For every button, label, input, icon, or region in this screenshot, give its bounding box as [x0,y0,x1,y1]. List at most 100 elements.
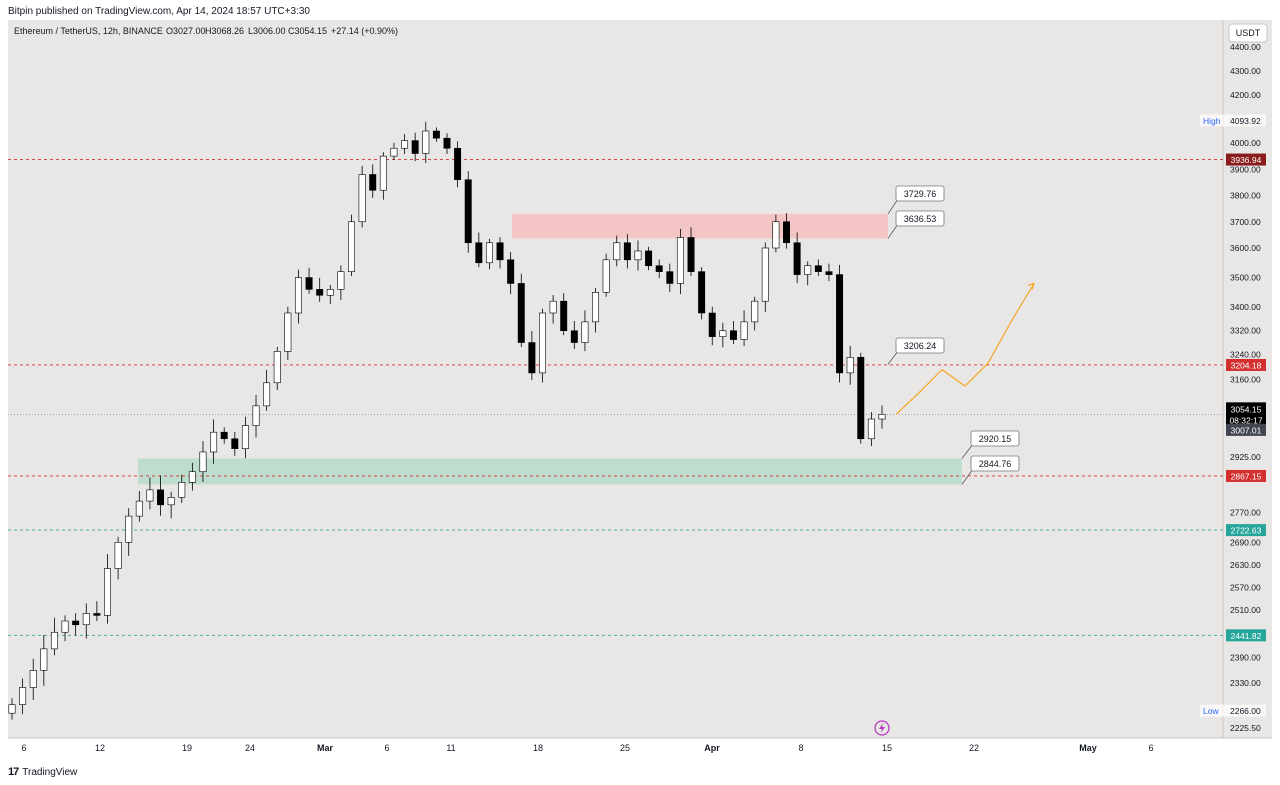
level-badge-label: 2441.82 [1231,631,1262,641]
candle-body [517,283,525,343]
candle-body [592,292,600,323]
candle-body [284,312,292,352]
price-tick-label: 3160.00 [1230,374,1261,384]
candle-body [443,137,451,149]
currency-button[interactable]: USDT [1228,23,1268,43]
candle-body [50,631,58,650]
footer-brand: TradingView [22,766,78,778]
price-tick-label: 3240.00 [1230,349,1261,359]
projection-path [895,283,1035,415]
price-tick-label: 2510.00 [1230,605,1261,615]
candle-body [157,489,165,506]
candle-body [220,431,228,440]
price-tick-label: 3600.00 [1230,243,1261,253]
candle-body [666,271,674,284]
candle-body [496,242,504,261]
candle-body [178,482,186,498]
callout-box [970,455,1020,472]
candle-body [581,321,589,343]
candle-body [40,648,48,671]
candle-body [740,321,748,340]
price-tick-label: 2570.00 [1230,582,1261,592]
candle-body [570,330,578,343]
candle-body [751,300,759,323]
projection-arrowhead [1027,282,1035,290]
candle-body [316,289,324,296]
time-axis-ticks: 6 12 19 24 Mar 6 11 18 25 Apr 8 15 22 May 6 [21,743,1153,753]
level-badge-label: 3936.94 [1231,155,1262,165]
price-tick-label: 2390.00 [1230,652,1261,662]
candle-body [528,342,536,374]
callout-box [895,185,945,202]
candle-body [411,140,419,154]
callout-box [895,337,945,354]
time-tick-label: 12 [95,743,105,753]
candle-body [825,271,833,275]
footer: 17 TradingView [8,766,77,778]
time-tick-label: Mar [317,743,334,753]
symbol-title: Ethereum / TetherUS, 12h, BINANCE [14,26,163,36]
levels-layer: 3936.94 3204.18 2867.15 2722.63 2441.82 3054.… [8,114,1266,717]
candle-body [305,277,313,290]
candle-body [804,265,812,275]
time-tick-label: Apr [704,743,720,753]
candle-body [104,568,111,616]
callout-leader [961,443,974,459]
annotations-layer: 3729.76 3636.53 3206.24 2920.15 2844.76 [887,185,1035,485]
candle-body [676,237,684,284]
price-tick-label: 2225.50 [1230,723,1261,733]
callout-box [895,210,945,227]
candle-body [252,405,260,426]
candle-body [634,250,642,261]
secondary-price-label: 3007.01 [1231,425,1262,435]
candle-body [29,670,37,688]
candle-body [8,704,16,714]
time-tick-label: 6 [21,743,26,753]
candle-body [623,242,631,261]
price-tick-label: 2770.00 [1230,507,1261,517]
level-badge [1226,629,1266,642]
candle-body [61,620,69,633]
time-tick-label: 6 [384,743,389,753]
ohlc-high: H3068.26 [205,26,244,36]
candle-body [772,221,780,249]
callout-leader [887,350,899,365]
candle-body [146,489,154,502]
candle-body [613,242,621,261]
candle-body [125,515,133,543]
price-tick-label: 4200.00 [1230,90,1261,100]
level-badge [1226,358,1266,371]
candle-body [560,300,568,332]
candle-body [390,147,398,157]
low-badge [1200,704,1266,717]
candle-body [687,237,695,272]
candle-body [729,330,737,340]
time-tick-label: 6 [1148,743,1153,753]
candle-body [379,155,387,191]
candle-body [369,174,377,191]
lightning-icon[interactable] [874,720,890,736]
candle-body [507,259,515,284]
ohlc-low: L3006.00 [248,26,286,36]
price-axis-ticks: 4400.00 4300.00 4200.00 4000.00 3900.00 3800.… [1230,42,1261,733]
callout-label: 3636.53 [904,214,937,224]
last-price-value: 3054.15 [1231,404,1262,414]
price-tick-label: 3400.00 [1230,302,1261,312]
candle-body [761,247,769,302]
candle-body [401,140,409,149]
level-badge-label: 2722.63 [1231,526,1262,536]
candle-body [719,330,727,337]
candle-body [454,147,462,181]
ohlc-change: +27.14 (+0.90%) [331,26,398,36]
candle-body [294,277,302,314]
candle-body [422,130,430,154]
candle-body [836,274,844,374]
candle-body [846,357,854,374]
level-badge [1226,524,1266,537]
price-tick-label: 2330.00 [1230,678,1261,688]
published-header: Bitpin published on TradingView.com, Apr… [8,6,310,17]
high-label: High [1203,116,1221,126]
candle-body [263,382,271,407]
candle-body [708,312,716,337]
